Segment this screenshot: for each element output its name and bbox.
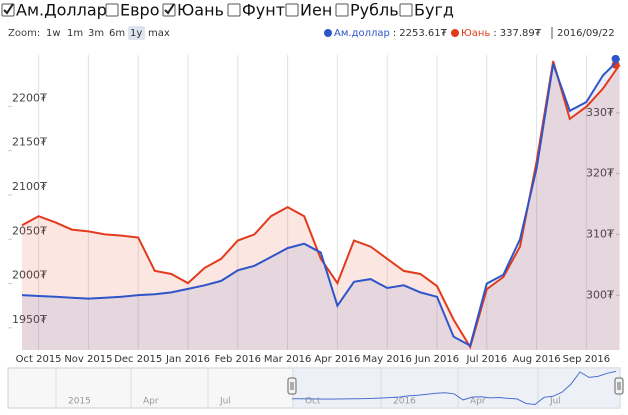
navigator-handle[interactable] — [287, 377, 297, 395]
x-tick-label: Jul 2016 — [465, 354, 507, 365]
x-tick-label: Sep 2016 — [563, 354, 610, 365]
series-area — [22, 58, 620, 351]
y-tick-label: 1950₮ — [12, 313, 47, 326]
legend-dot — [451, 29, 459, 37]
navigator-label: Oct — [305, 397, 321, 407]
checkbox-label[interactable]: Ам.Доллар — [16, 1, 107, 20]
legend-date: 2016/09/22 — [557, 28, 615, 39]
y-tick-label: 2200₮ — [12, 91, 47, 104]
checkbox[interactable] — [399, 3, 413, 17]
y-tick-label: 2150₮ — [12, 136, 47, 149]
y2-tick-label: 310₮ — [586, 227, 614, 240]
legend-name: Юань — [461, 28, 490, 39]
checkbox-label[interactable]: Рубль — [350, 1, 399, 20]
series-line — [21, 58, 621, 348]
legend-separator: : — [493, 28, 496, 39]
zoom-selected — [128, 26, 145, 40]
x-tick-label: Aug 2016 — [513, 354, 561, 365]
x-tick-label: Oct 2015 — [16, 354, 62, 365]
end-dot — [611, 54, 620, 63]
zoom-button[interactable]: 1m — [67, 28, 83, 39]
zoom-button[interactable]: 1w — [46, 28, 61, 39]
y-tick-label: 2000₮ — [12, 269, 47, 282]
series-line — [21, 60, 621, 350]
zoom-label: Zoom: — [8, 28, 40, 39]
legend-value: 337.89₮ — [500, 28, 542, 39]
checkbox-label[interactable]: Евро — [120, 1, 159, 20]
y2-tick-label: 320₮ — [586, 167, 614, 180]
series-area — [22, 61, 620, 350]
zoom-button[interactable]: 3m — [88, 28, 104, 39]
navigator-selection — [292, 368, 620, 408]
x-tick-label: Jun 2016 — [414, 354, 459, 365]
checkbox[interactable] — [335, 3, 349, 17]
end-dot — [611, 60, 620, 69]
navigator-label: 2015 — [68, 397, 91, 407]
x-tick-label: May 2016 — [363, 354, 412, 365]
checkmark[interactable] — [164, 3, 175, 15]
x-tick-label: Feb 2016 — [215, 354, 261, 365]
legend-dot — [324, 29, 332, 37]
x-tick-label: Apr 2016 — [314, 354, 360, 365]
plot-area — [8, 55, 620, 350]
navigator-handle[interactable] — [614, 377, 624, 395]
legend-entry: Юань:337.89₮ — [461, 28, 542, 39]
checkbox[interactable] — [105, 3, 119, 17]
legend-separator: : — [393, 28, 396, 39]
checkbox-label[interactable]: Фунт — [242, 1, 285, 20]
x-tick-label: Mar 2016 — [264, 354, 312, 365]
navigator-label: Apr — [470, 397, 486, 407]
x-tick-label: Nov 2015 — [64, 354, 112, 365]
navigator-label: Jul — [549, 397, 561, 407]
legend-value: 2253.61₮ — [399, 28, 447, 39]
navigator-label: Jul — [219, 397, 231, 407]
checkbox-label[interactable]: Иен — [300, 1, 332, 20]
y-tick-label: 2100₮ — [12, 180, 47, 193]
checkbox[interactable] — [285, 3, 299, 17]
x-tick-label: Dec 2015 — [114, 354, 162, 365]
navigator-label: Apr — [143, 397, 159, 407]
y2-tick-label: 330₮ — [586, 106, 614, 119]
checkbox[interactable] — [227, 3, 241, 17]
checkbox-label[interactable]: Юань — [177, 1, 224, 20]
checkmark[interactable] — [3, 3, 14, 15]
navigator-label: 2016 — [393, 397, 416, 407]
x-tick-label: Jan 2016 — [165, 354, 210, 365]
y2-tick-label: 300₮ — [586, 288, 614, 301]
checkbox-label[interactable]: Бугд — [414, 1, 454, 20]
zoom-button[interactable]: max — [148, 28, 170, 39]
zoom-button[interactable]: 6m — [109, 28, 125, 39]
y-tick-label: 2050₮ — [12, 224, 47, 237]
legend-entry: Ам.доллар:2253.61₮ — [334, 28, 448, 39]
navigator-line — [291, 370, 617, 406]
zoom-button[interactable]: 1y — [130, 28, 142, 39]
legend-name: Ам.доллар — [334, 28, 390, 39]
